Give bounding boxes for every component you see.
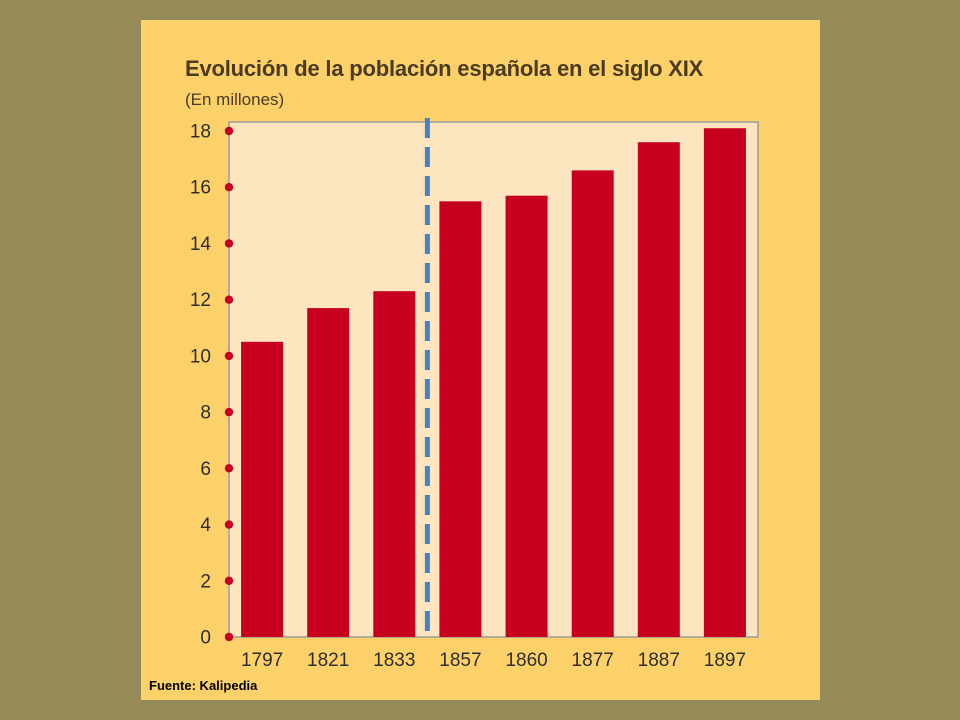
- y-tick-label-0: 0: [200, 628, 211, 649]
- bar-1797: [241, 341, 284, 637]
- bar-1833: [373, 291, 416, 637]
- y-tick-dot-12: [224, 295, 234, 304]
- bar-1821: [307, 308, 350, 637]
- y-tick-label-16: 16: [190, 178, 211, 199]
- y-tick-dot-4: [224, 520, 234, 529]
- bar-1887: [637, 142, 680, 637]
- y-tick-dot-0: [224, 632, 234, 642]
- bar-1860: [505, 195, 548, 637]
- y-tick-dot-16: [224, 183, 234, 192]
- bar-1857: [439, 201, 482, 638]
- bar-1877: [571, 170, 614, 637]
- x-tick-label-1821: 1821: [307, 650, 349, 671]
- y-tick-label-14: 14: [190, 234, 212, 255]
- chart-subtitle: (En millones): [185, 90, 285, 109]
- y-tick-label-4: 4: [200, 515, 211, 536]
- x-tick-label-1833: 1833: [373, 650, 415, 671]
- source-label: Fuente: Kalipedia: [149, 678, 258, 693]
- chart-title: Evolución de la población española en el…: [185, 56, 704, 81]
- x-tick-label-1897: 1897: [704, 650, 746, 671]
- y-tick-dot-6: [224, 464, 234, 473]
- x-tick-label-1797: 1797: [241, 650, 283, 671]
- x-tick-label-1857: 1857: [439, 650, 481, 671]
- x-tick-label-1877: 1877: [572, 650, 614, 671]
- y-tick-dot-2: [224, 576, 234, 585]
- x-tick-label-1860: 1860: [505, 650, 547, 671]
- x-tick-label-1887: 1887: [638, 650, 680, 671]
- y-tick-label-12: 12: [190, 290, 211, 311]
- y-tick-label-6: 6: [200, 459, 211, 480]
- y-tick-label-2: 2: [200, 571, 211, 592]
- y-tick-dot-18: [224, 126, 234, 136]
- bar-1897: [703, 128, 746, 637]
- y-tick-dot-8: [224, 407, 234, 417]
- y-tick-dot-14: [224, 239, 234, 248]
- y-tick-dot-10: [224, 351, 234, 361]
- y-tick-label-18: 18: [190, 122, 211, 143]
- y-tick-label-10: 10: [190, 346, 211, 367]
- y-tick-label-8: 8: [200, 403, 211, 424]
